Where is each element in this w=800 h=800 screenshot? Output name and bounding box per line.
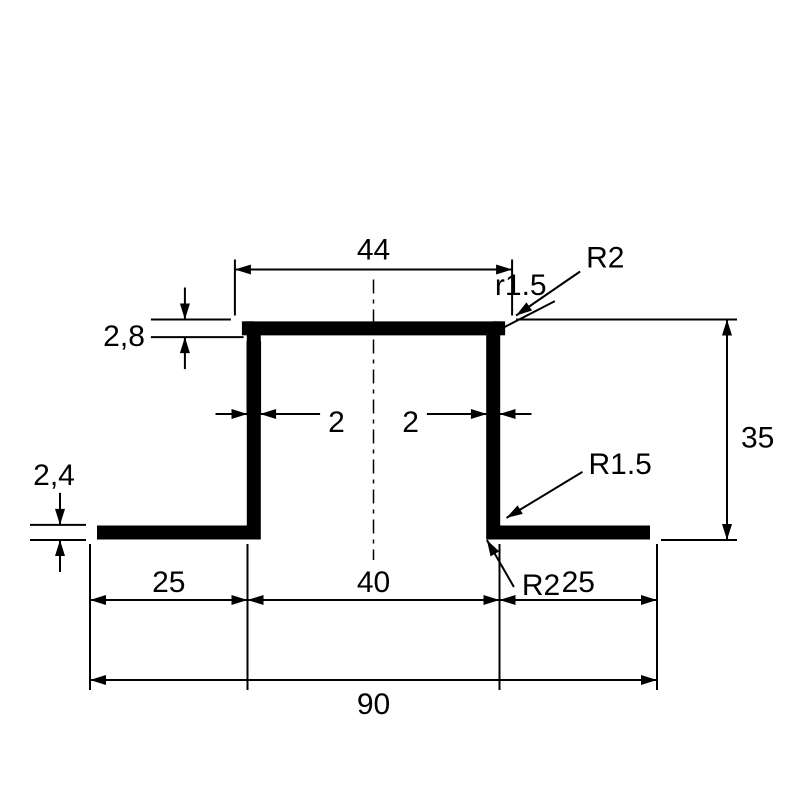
dim-2-8: 2,8	[103, 320, 145, 353]
dim-2-right: 2	[402, 406, 419, 439]
dim-35: 35	[741, 422, 774, 455]
dim-r1-5: r1.5	[495, 269, 547, 302]
dim-R2-bot: R2	[522, 569, 560, 602]
dim-25-right: 25	[562, 566, 595, 599]
dim-2-left: 2	[328, 406, 345, 439]
dim-R1-5: R1.5	[589, 448, 652, 481]
dim-25-left: 25	[152, 566, 185, 599]
dim-44: 44	[357, 234, 390, 267]
dim-2-4: 2,4	[33, 459, 75, 492]
dim-90: 90	[357, 688, 390, 721]
dim-40: 40	[357, 566, 390, 599]
dim-R2-top: R2	[586, 242, 624, 275]
